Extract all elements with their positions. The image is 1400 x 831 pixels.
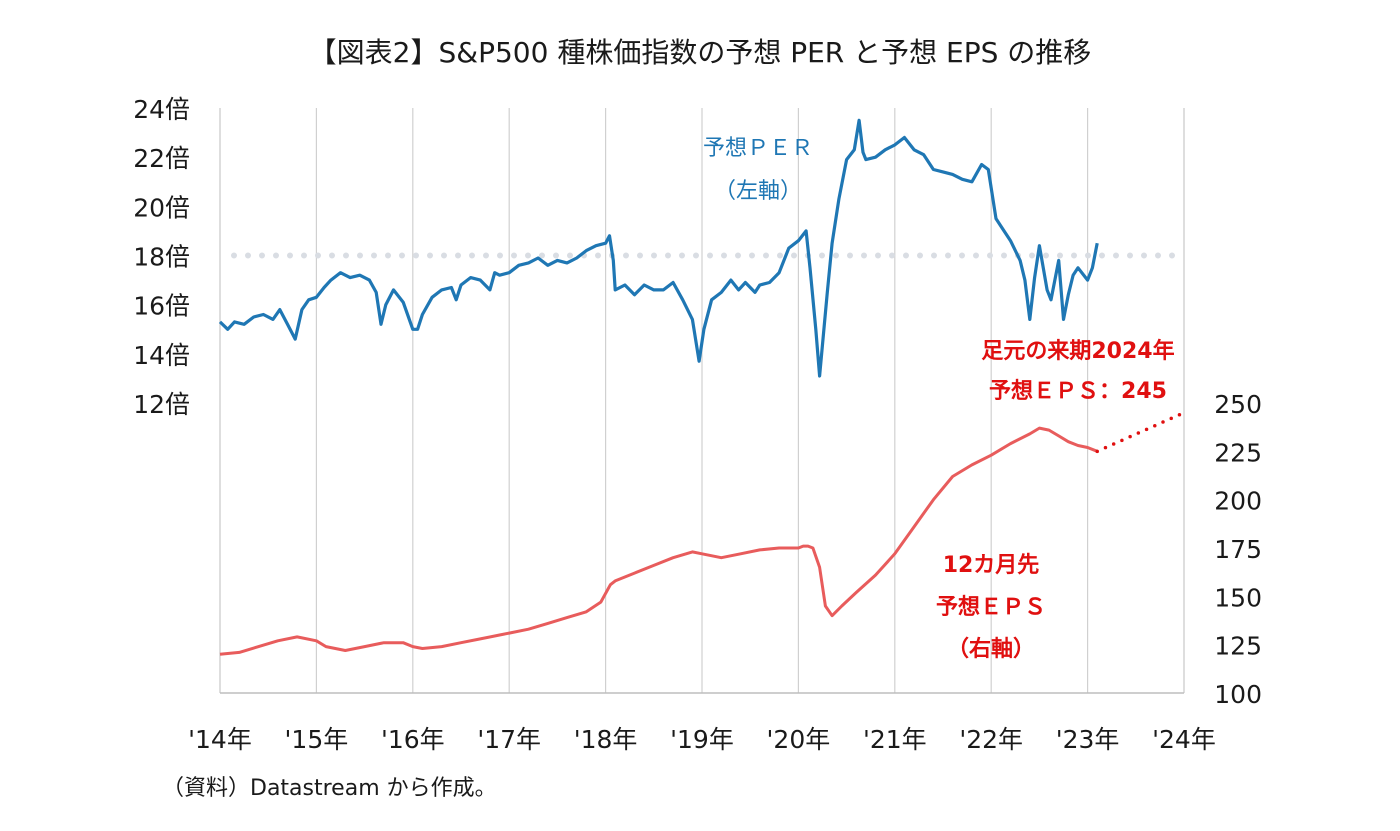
left-tick-label: 12倍: [133, 390, 190, 419]
left-tick-label: 16倍: [133, 292, 190, 321]
x-tick-label: '16年: [381, 725, 445, 754]
right-tick-label: 225: [1214, 438, 1262, 467]
chart-title: 【図表2】S&P500 種株価指数の予想 PER と予想 EPS の推移: [309, 36, 1092, 69]
x-tick-label: '15年: [285, 725, 349, 754]
left-tick-label: 14倍: [133, 341, 190, 370]
per-label-line2: （左軸）: [714, 179, 802, 204]
left-tick-label: 20倍: [133, 193, 190, 222]
series-line-per: [218, 118, 1099, 378]
forecast-label-line2: 予想ＥＰＳ：245: [989, 379, 1167, 404]
right-tick-label: 100: [1214, 680, 1262, 709]
x-tick-label: '19年: [670, 725, 734, 754]
x-tick-label: '20年: [767, 725, 831, 754]
eps-label-line2: 予想ＥＰＳ: [936, 595, 1046, 620]
x-tick-label: '22年: [959, 725, 1023, 754]
x-tick-label: '23年: [1056, 725, 1120, 754]
right-axis-ticks: 100 125 150 175 200 225 250: [1214, 390, 1262, 709]
per-label-line1: 予想ＰＥＲ: [703, 136, 813, 161]
eps-label-line3: （右軸）: [947, 636, 1035, 662]
x-tick-label: '21年: [863, 725, 927, 754]
right-tick-label: 150: [1214, 583, 1262, 612]
x-tick-label: '14年: [188, 725, 252, 754]
x-axis-ticks: '14年 '15年 '16年 '17年 '18年 '19年 '20年 '21年 '22年 '23年…: [188, 725, 1216, 754]
left-tick-label: 24倍: [133, 95, 190, 124]
right-tick-label: 125: [1214, 632, 1262, 661]
source-note: （資料）Datastream から作成。: [162, 776, 497, 801]
left-tick-label: 22倍: [133, 144, 190, 173]
left-axis-ticks: 12倍 14倍 16倍 18倍 20倍 22倍 24倍: [133, 95, 190, 419]
right-tick-label: 250: [1214, 390, 1262, 419]
eps-label-line1: 12カ月先: [943, 553, 1040, 578]
x-tick-label: '24年: [1152, 725, 1216, 754]
x-tick-label: '18年: [574, 725, 638, 754]
forecast-label-line1: 足元の来期2024年: [981, 338, 1174, 364]
series-line-eps: [219, 426, 1098, 656]
left-tick-label: 18倍: [133, 243, 190, 272]
right-tick-label: 200: [1214, 487, 1262, 516]
right-tick-label: 175: [1214, 535, 1262, 564]
vertical-gridlines: [315, 108, 1089, 693]
x-tick-label: '17年: [477, 725, 541, 754]
eps-forecast-line: [1095, 410, 1186, 454]
